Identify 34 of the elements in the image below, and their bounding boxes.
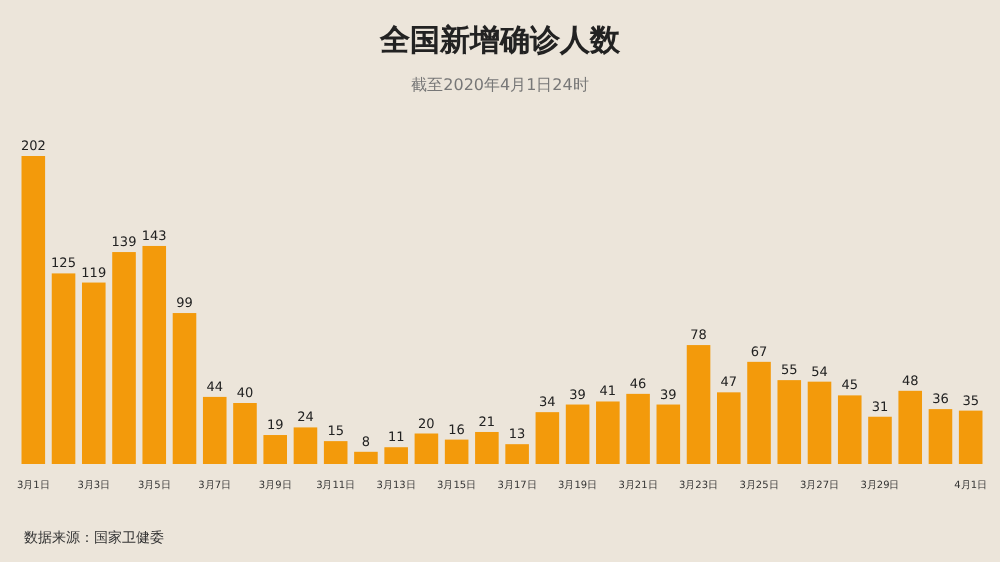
bar [565, 404, 590, 464]
bar [928, 409, 953, 464]
bar [837, 395, 862, 464]
bar [868, 416, 892, 464]
bar [444, 439, 469, 464]
bar [747, 361, 771, 464]
bar [323, 441, 348, 464]
bar [686, 345, 711, 464]
bar [475, 431, 499, 464]
bar [293, 427, 318, 464]
bar [626, 393, 650, 464]
bar [51, 273, 76, 464]
chart-subtitle: 截至2020年4月1日24时 [411, 76, 589, 94]
bar [81, 282, 106, 464]
bar [505, 444, 529, 464]
bar [807, 381, 832, 464]
bar [202, 396, 227, 464]
bar [354, 451, 378, 464]
chart-title: 全国新增确诊人数 [378, 22, 622, 58]
bar [656, 404, 681, 464]
bar [233, 403, 257, 464]
bar [596, 401, 620, 464]
bar [172, 313, 197, 464]
bar [414, 433, 439, 464]
bar [535, 412, 560, 464]
bar [898, 390, 923, 464]
bar [263, 435, 288, 464]
bar [112, 252, 136, 464]
bar [21, 156, 46, 464]
bar [716, 392, 741, 464]
bar [958, 410, 983, 464]
bar [142, 245, 167, 464]
bar [384, 447, 408, 464]
bar [777, 380, 802, 464]
